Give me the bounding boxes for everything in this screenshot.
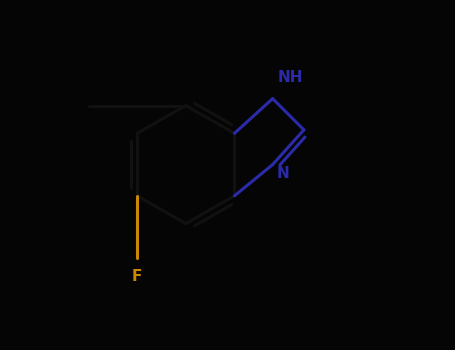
Text: NH: NH	[277, 70, 303, 85]
Text: F: F	[132, 269, 142, 284]
Text: N: N	[277, 166, 289, 181]
